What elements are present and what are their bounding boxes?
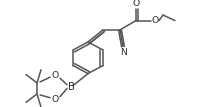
Text: O: O	[132, 0, 139, 8]
Text: O: O	[151, 16, 158, 25]
Text: B: B	[67, 82, 74, 92]
Text: N: N	[120, 48, 127, 57]
Text: O: O	[51, 95, 58, 104]
Text: O: O	[51, 71, 58, 80]
